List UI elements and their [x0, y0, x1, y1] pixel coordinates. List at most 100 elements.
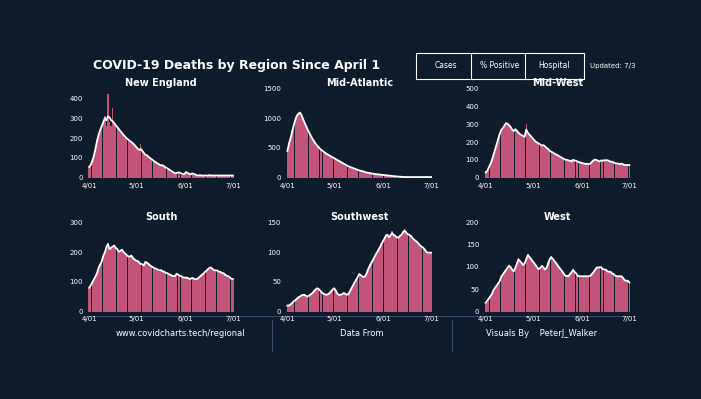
Bar: [161, 270, 162, 312]
Bar: [158, 270, 161, 312]
Bar: [373, 174, 374, 178]
Title: South: South: [145, 211, 177, 221]
Bar: [550, 256, 552, 312]
Bar: [397, 237, 399, 312]
Bar: [201, 275, 203, 312]
Bar: [322, 152, 324, 178]
Bar: [573, 269, 574, 312]
Bar: [201, 176, 203, 178]
Bar: [179, 173, 180, 178]
Bar: [429, 177, 430, 178]
Bar: [405, 231, 407, 312]
Bar: [102, 120, 104, 178]
Bar: [524, 263, 526, 312]
Bar: [219, 271, 221, 312]
Bar: [590, 276, 591, 312]
Bar: [151, 267, 152, 312]
Bar: [485, 302, 486, 312]
Bar: [344, 294, 346, 312]
Bar: [187, 277, 189, 312]
Bar: [526, 258, 527, 312]
Bar: [547, 263, 549, 312]
Text: www.covidcharts.tech/regional: www.covidcharts.tech/regional: [115, 329, 245, 338]
Bar: [616, 164, 618, 178]
Bar: [296, 298, 297, 312]
Bar: [522, 136, 524, 178]
Bar: [624, 280, 625, 312]
Bar: [585, 276, 586, 312]
Text: Hospital: Hospital: [538, 61, 570, 70]
Bar: [486, 171, 488, 178]
Bar: [496, 144, 497, 178]
Bar: [339, 295, 340, 312]
Bar: [294, 118, 296, 178]
Bar: [569, 161, 571, 178]
Bar: [423, 177, 424, 178]
Bar: [204, 271, 205, 312]
Bar: [371, 261, 372, 312]
Bar: [96, 273, 97, 312]
Bar: [231, 176, 232, 178]
Bar: [308, 133, 310, 178]
Bar: [162, 165, 163, 178]
Bar: [102, 255, 104, 312]
Bar: [231, 279, 232, 312]
Bar: [336, 160, 338, 178]
Bar: [195, 175, 196, 178]
Bar: [340, 162, 341, 178]
Bar: [137, 149, 138, 178]
Bar: [496, 285, 497, 312]
Bar: [143, 154, 144, 178]
Bar: [596, 160, 597, 178]
Bar: [521, 135, 522, 178]
Bar: [419, 177, 421, 178]
Bar: [171, 172, 172, 178]
Bar: [599, 162, 600, 178]
Bar: [411, 177, 413, 178]
Bar: [223, 273, 224, 312]
Bar: [552, 258, 554, 312]
Bar: [367, 271, 368, 312]
Bar: [215, 176, 217, 178]
Bar: [404, 229, 405, 312]
Bar: [329, 292, 330, 312]
Bar: [290, 136, 291, 178]
Bar: [212, 176, 213, 178]
Bar: [357, 170, 358, 178]
Bar: [310, 294, 311, 312]
Bar: [560, 269, 562, 312]
Bar: [566, 276, 568, 312]
Bar: [519, 260, 521, 312]
Bar: [578, 162, 580, 178]
Bar: [501, 276, 502, 312]
Bar: [293, 124, 294, 178]
Bar: [399, 177, 400, 178]
Bar: [508, 265, 510, 312]
Bar: [613, 274, 614, 312]
Bar: [324, 153, 326, 178]
Bar: [167, 169, 168, 178]
Bar: [191, 277, 193, 312]
Bar: [504, 271, 505, 312]
Bar: [232, 176, 233, 178]
Bar: [610, 162, 611, 178]
Bar: [568, 276, 569, 312]
Bar: [292, 302, 293, 312]
Bar: [339, 161, 340, 178]
Bar: [535, 142, 536, 178]
Bar: [507, 123, 508, 178]
Bar: [615, 164, 616, 178]
Bar: [607, 271, 608, 312]
Bar: [622, 278, 624, 312]
Bar: [123, 135, 124, 178]
Bar: [149, 159, 151, 178]
Bar: [611, 274, 613, 312]
Bar: [128, 257, 129, 312]
Bar: [485, 172, 486, 178]
Bar: [391, 231, 393, 312]
Text: % Positive: % Positive: [480, 61, 519, 70]
Bar: [224, 275, 226, 312]
Bar: [349, 291, 350, 312]
Bar: [536, 143, 538, 178]
Bar: [502, 128, 503, 178]
